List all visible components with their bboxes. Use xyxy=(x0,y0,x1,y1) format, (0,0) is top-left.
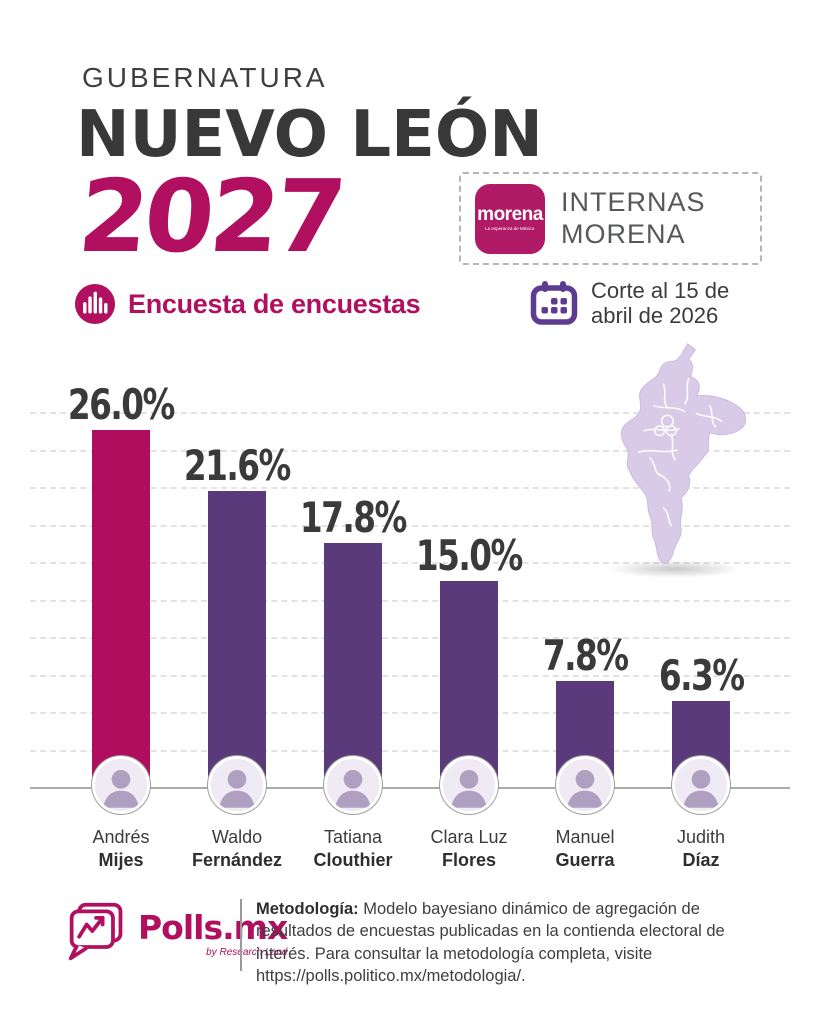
footer-divider xyxy=(240,899,242,971)
candidate-name: Judith Díaz xyxy=(677,826,725,871)
page-title: NUEVO LEÓN xyxy=(76,98,543,172)
candidate-first-name: Judith xyxy=(676,827,726,847)
methodology-text: Metodología: Modelo bayesiano dinámico d… xyxy=(256,898,768,988)
cutoff-date-line1: Corte al 15 de xyxy=(591,278,730,303)
candidate-avatar xyxy=(672,756,730,814)
polls-wordmark: Polls.mx by Research Land xyxy=(138,908,288,958)
avatar-placeholder-icon xyxy=(211,759,263,811)
candidate-column: 6.3% Judith Díaz xyxy=(643,380,759,880)
polls-mx-logo: Polls.mx by Research Land xyxy=(64,901,288,963)
candidate-column: 26.0% Andrés Mijes xyxy=(63,380,179,880)
gridline xyxy=(30,449,790,452)
avatar-placeholder-icon xyxy=(327,759,379,811)
candidate-first-name: Tatiana xyxy=(323,827,383,847)
bar-value-label: 21.6% xyxy=(184,441,291,490)
avatar-placeholder-icon xyxy=(443,759,495,811)
candidate-first-name: Clara Luz xyxy=(430,827,508,847)
bar-value-label: 17.8% xyxy=(300,493,407,542)
candidate-first-name: Waldo xyxy=(211,827,263,847)
chart-columns: 26.0% Andrés Mijes 21.6% xyxy=(63,380,759,880)
bar-value-label: 15.0% xyxy=(416,531,523,580)
internas-morena-badge: morena La esperanza de México INTERNAS M… xyxy=(459,172,762,265)
candidate-first-name: Manuel xyxy=(555,827,615,847)
candidate-avatar xyxy=(324,756,382,814)
cutoff-date-line2: abril de 2026 xyxy=(591,303,719,329)
candidate-last-name: Mijes xyxy=(98,849,144,870)
avatar-placeholder-icon xyxy=(559,759,611,811)
candidate-column: 15.0% Clara Luz Flores xyxy=(411,380,527,880)
candidate-last-name: Guerra xyxy=(555,849,615,870)
gridline xyxy=(30,562,790,564)
candidate-name: Manuel Guerra xyxy=(555,826,614,871)
bar-value-label: 26.0% xyxy=(68,380,175,429)
polls-sub-brand: by Research Land xyxy=(206,947,288,958)
poll-bars-icon xyxy=(74,283,116,325)
badge-label-line1: INTERNAS xyxy=(561,187,706,218)
candidate-column: 7.8% Manuel Guerra xyxy=(527,380,643,880)
gridline xyxy=(30,674,790,677)
candidate-name: Clara Luz Flores xyxy=(430,826,507,871)
candidate-last-name: Flores xyxy=(441,849,496,870)
gridline xyxy=(30,412,790,414)
methodology-body: Modelo bayesiano dinámico de agregación … xyxy=(256,900,725,986)
bar-area: 17.8% xyxy=(285,380,421,788)
bar-area: 26.0% xyxy=(53,380,189,788)
avatar-placeholder-icon xyxy=(95,759,147,811)
candidate-name: Tatiana Clouthier xyxy=(314,826,393,871)
candidate-avatar xyxy=(208,756,266,814)
bar-area: 15.0% xyxy=(401,380,537,788)
morena-logo-tagline: La esperanza de México xyxy=(485,226,535,232)
gridline xyxy=(30,712,790,714)
cutoff-date: Corte al 15 de abril de 2026 xyxy=(591,278,729,329)
calendar-icon xyxy=(530,281,578,326)
avatar-placeholder-icon xyxy=(675,759,727,811)
subtitle-row: Encuesta de encuestas xyxy=(74,283,421,325)
chart-baseline xyxy=(30,787,790,789)
gridline xyxy=(30,487,790,489)
candidate-last-name: Díaz xyxy=(682,849,720,870)
bar-area: 6.3% xyxy=(647,380,755,788)
gridline xyxy=(30,599,790,602)
chart-gridlines xyxy=(30,0,790,1024)
candidate-last-name: Fernández xyxy=(191,849,283,870)
morena-logo-word: morena xyxy=(477,204,543,225)
subtitle-text: Encuesta de encuestas xyxy=(128,288,421,319)
gridline xyxy=(30,524,790,527)
candidate-name: Andrés Mijes xyxy=(92,826,149,871)
methodology-label: Metodología: xyxy=(256,900,359,918)
bar-value-label: 7.8% xyxy=(542,631,629,680)
cutoff-row: Corte al 15 de abril de 2026 xyxy=(530,278,729,329)
kicker-title: GUBERNATURA xyxy=(82,62,328,93)
candidate-last-name: Clouthier xyxy=(313,849,393,870)
map-shadow xyxy=(608,560,742,578)
bar xyxy=(440,581,498,788)
gridline xyxy=(30,637,790,639)
polls-word: Polls.mx xyxy=(138,908,288,947)
candidate-avatar xyxy=(92,756,150,814)
candidate-column: 21.6% Waldo Fernández xyxy=(179,380,295,880)
badge-label: INTERNAS MORENA xyxy=(561,187,706,249)
candidate-column: 17.8% Tatiana Clouthier xyxy=(295,380,411,880)
polls-logo-icon xyxy=(68,902,123,961)
bar-area: 21.6% xyxy=(169,380,305,788)
bar-value-label: 6.3% xyxy=(658,651,745,700)
bar-area: 7.8% xyxy=(531,380,639,788)
candidate-first-name: Andrés xyxy=(92,827,150,847)
bar xyxy=(208,491,266,788)
candidate-name: Waldo Fernández xyxy=(192,826,282,871)
candidate-avatar xyxy=(440,756,498,814)
morena-logo: morena La esperanza de México xyxy=(475,183,545,254)
badge-label-line2: MORENA xyxy=(561,218,686,249)
bar xyxy=(92,430,150,788)
bar xyxy=(324,543,382,788)
candidate-avatar xyxy=(556,756,614,814)
gridline xyxy=(30,749,790,752)
nuevo-leon-map-icon xyxy=(620,343,747,564)
